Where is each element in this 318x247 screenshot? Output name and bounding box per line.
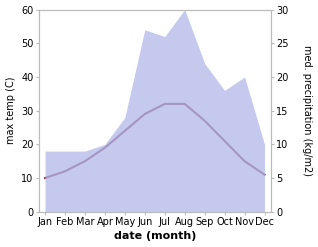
X-axis label: date (month): date (month) xyxy=(114,231,196,242)
Y-axis label: med. precipitation (kg/m2): med. precipitation (kg/m2) xyxy=(302,45,313,176)
Y-axis label: max temp (C): max temp (C) xyxy=(5,77,16,144)
